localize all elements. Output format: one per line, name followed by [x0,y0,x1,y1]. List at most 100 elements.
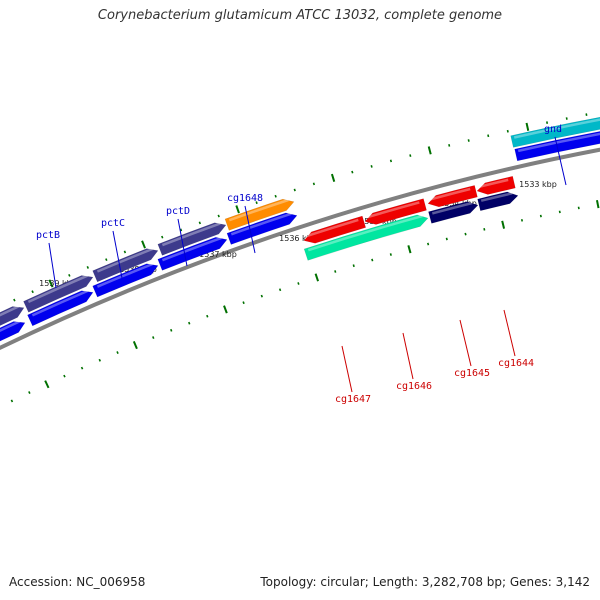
reverse-cds-block [477,191,519,212]
gene-label-cg1646: cg1646 [396,381,432,392]
forward-cds-arrow [0,321,26,342]
reverse-gene-arrow [476,175,516,195]
outer-tick-ring-major-tick [235,205,240,214]
gene-label-cg1644: cg1644 [498,358,534,369]
outer-tick-ring-minor-tick [198,221,201,225]
forward-gene-block [92,248,159,283]
gene-label-cg1645-leader [459,319,472,367]
inner-tick-ring-minor-tick [371,258,374,262]
forward-gene-block-highlight [96,247,153,273]
outer-tick-ring-minor-tick [448,144,451,147]
inner-tick-ring-minor-tick [334,270,337,273]
forward-cds-arrow-highlight [161,236,222,262]
gene-label-gnd-leader [554,136,567,186]
kbp-tick-label: 1539 kbp [39,279,77,288]
gene-label-pctB-leader [48,242,57,289]
outer-tick-ring-minor-tick [389,159,393,163]
gene-label-pctD: pctD [166,206,190,217]
inner-tick-ring-minor-tick [427,242,430,246]
kbp-tick-label: 1537 kbp [199,250,237,259]
reverse-gene-arrow [427,185,478,208]
inner-tick-ring-major-tick [132,340,138,350]
inner-tick-ring-minor-tick [297,282,300,285]
inner-tick-ring-minor-tick [80,366,84,370]
forward-cds-arrow [27,290,94,327]
inner-tick-ring-minor-tick [278,288,282,292]
map-title: Corynebacterium glutamicum ATCC 13032, c… [97,8,503,23]
inner-tick-ring-minor-tick [116,351,119,354]
outer-tick-ring-major-tick [141,240,146,249]
outer-tick-ring-minor-tick [409,154,412,157]
inner-tick-ring-minor-tick [352,264,355,268]
forward-gene-block-highlight [0,305,19,317]
outer-tick-ring-minor-tick [217,214,220,218]
forward-cds-arrow [157,237,228,271]
forward-gene-block [510,116,600,148]
inner-tick-ring-minor-tick [483,227,486,231]
backbone-ring [0,147,600,351]
reverse-cds-block [428,201,479,224]
kbp-tick-label: 1534 kbp [439,199,477,208]
inner-tick-ring-minor-tick [558,210,561,214]
forward-gene-block [157,222,227,256]
inner-tick-ring-major-tick [314,273,320,282]
inner-tick-ring-minor-tick [520,218,524,222]
outer-tick-ring-major-tick [525,122,530,131]
inner-tick-ring-major-tick [501,220,506,229]
gene-label-pctB: pctB [36,230,60,241]
outer-tick-ring-minor-tick [293,188,296,192]
reverse-gene-arrow-highlight [478,178,509,189]
inner-tick-ring-minor-tick [63,374,66,378]
forward-cds-arrow-highlight [517,132,600,153]
gene-label-cg1647-leader [341,345,353,393]
inner-tick-ring-minor-tick [188,321,191,325]
inner-tick-ring-minor-tick [152,336,155,340]
genome-summary-label: Topology: circular; Length: 3,282,708 bp… [260,575,590,589]
inner-tick-ring-minor-tick [170,328,173,332]
inner-tick-ring-major-tick [407,245,412,254]
inner-tick-ring-minor-tick [206,314,209,318]
inner-tick-ring-major-tick [595,199,600,209]
outer-tick-ring-major-tick [48,279,54,288]
gene-label-cg1647: cg1647 [335,394,371,405]
inner-tick-ring-minor-tick [389,253,392,256]
outer-tick-ring-minor-tick [105,258,108,262]
inner-tick-ring-minor-tick [10,399,14,403]
reverse-gene-arrow-highlight [366,201,420,219]
forward-gene-block-highlight [513,118,600,139]
gene-label-pctC: pctC [101,218,125,229]
kbp-tick-label: 1536 kbp [279,234,317,243]
reverse-cds-block-highlight [431,201,473,215]
inner-tick-ring-minor-tick [28,391,31,394]
gene-label-pctC-leader [112,230,123,279]
outer-tick-ring-minor-tick [487,134,490,138]
outer-tick-ring-minor-tick [86,266,89,269]
outer-tick-ring-minor-tick [161,235,164,239]
inner-tick-ring-minor-tick [98,358,101,362]
forward-gene-block [0,306,25,326]
gene-label-cg1645: cg1645 [454,368,490,379]
outer-tick-ring-minor-tick [13,298,16,302]
outer-tick-ring-minor-tick [255,201,258,205]
reverse-cds-block-highlight [307,214,423,252]
outer-tick-ring-minor-tick [31,290,34,294]
gene-label-cg1644-leader [503,309,516,357]
inner-tick-ring-minor-tick [539,214,542,218]
outer-tick-ring-minor-tick [370,165,373,168]
forward-gene-block-highlight [161,222,221,247]
outer-tick-ring-minor-tick [467,139,470,142]
gene-label-cg1646-leader [402,332,414,380]
outer-tick-ring-major-tick [330,173,336,182]
forward-gene-block-highlight [228,198,289,222]
forward-gene-block [23,275,94,313]
inner-tick-ring-minor-tick [242,301,245,305]
forward-cds-arrow [92,263,159,298]
kbp-tick-label: 1533 kbp [519,180,557,189]
gene-label-pctD-leader [177,218,188,267]
forward-gene-block-highlight [27,274,88,304]
reverse-gene-arrow [303,215,367,244]
outer-tick-ring-minor-tick [312,182,316,186]
outer-tick-ring-major-tick [427,146,432,155]
